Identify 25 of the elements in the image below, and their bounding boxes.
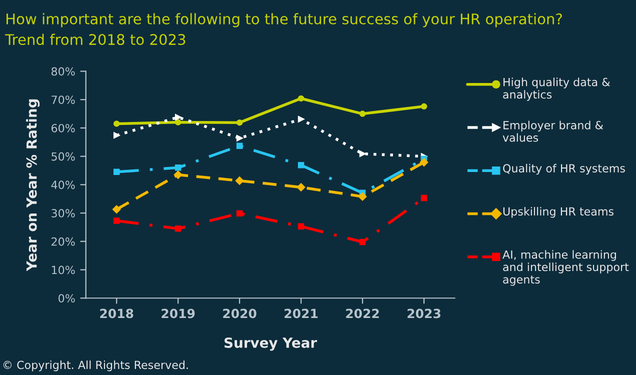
y-tick-label: 40%	[51, 180, 75, 190]
x-tick-label: 2018	[100, 308, 134, 318]
text: © Copyright. All Rights Reserved.	[3, 360, 188, 372]
legend-label: Upskilling HR teams	[503, 207, 614, 218]
y-tick-label: 20%	[52, 237, 75, 246]
y-tick-label: 10%	[52, 266, 75, 274]
legend-label: High quality data & analytics	[503, 78, 610, 101]
chart-subtitle: Trend from 2018 to 2023	[5, 34, 186, 46]
y-tick-label: 30%	[52, 209, 75, 218]
legend-label: AI, machine learning and intelligent support agents	[502, 250, 629, 286]
y-tick-label: 0%	[58, 294, 75, 303]
y-tick-label: 50%	[52, 152, 75, 161]
x-tick-label: 2019	[162, 308, 195, 318]
chart-title: How important are the following to the future success of your HR operation?	[6, 13, 562, 28]
y-tick-label: 60%	[52, 124, 75, 132]
x-tick-label: 2021	[284, 308, 318, 318]
x-tick-label: 2020	[223, 308, 256, 318]
x-axis-title: Survey Year	[224, 337, 318, 351]
y-tick-label: 80%	[52, 67, 75, 76]
x-tick-label: 2022	[346, 308, 379, 318]
legend-label: Employer brand & values	[502, 120, 604, 142]
y-tick-label: 70%	[52, 96, 75, 104]
legend-label: Quality of HR systems	[503, 164, 625, 175]
y-axis-title: Year on Year % Rating	[26, 99, 40, 272]
x-tick-label: 2023	[408, 308, 440, 318]
